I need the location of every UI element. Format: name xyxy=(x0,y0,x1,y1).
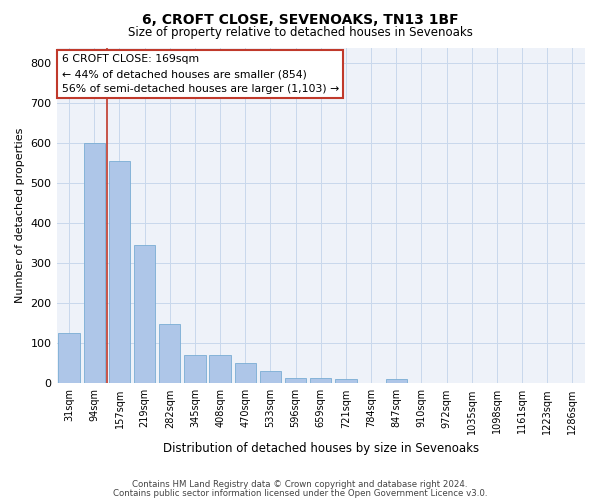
X-axis label: Distribution of detached houses by size in Sevenoaks: Distribution of detached houses by size … xyxy=(163,442,479,455)
Bar xyxy=(184,354,206,384)
Bar xyxy=(83,144,105,384)
Bar xyxy=(260,370,281,384)
Y-axis label: Number of detached properties: Number of detached properties xyxy=(15,128,25,303)
Bar xyxy=(285,378,307,384)
Bar xyxy=(134,246,155,384)
Bar xyxy=(235,364,256,384)
Text: Contains public sector information licensed under the Open Government Licence v3: Contains public sector information licen… xyxy=(113,489,487,498)
Bar xyxy=(386,380,407,384)
Bar xyxy=(335,380,356,384)
Bar xyxy=(209,354,231,384)
Text: 6, CROFT CLOSE, SEVENOAKS, TN13 1BF: 6, CROFT CLOSE, SEVENOAKS, TN13 1BF xyxy=(142,12,458,26)
Text: 6 CROFT CLOSE: 169sqm
← 44% of detached houses are smaller (854)
56% of semi-det: 6 CROFT CLOSE: 169sqm ← 44% of detached … xyxy=(62,54,339,94)
Text: Contains HM Land Registry data © Crown copyright and database right 2024.: Contains HM Land Registry data © Crown c… xyxy=(132,480,468,489)
Bar xyxy=(109,162,130,384)
Bar xyxy=(58,334,80,384)
Bar xyxy=(159,324,181,384)
Text: Size of property relative to detached houses in Sevenoaks: Size of property relative to detached ho… xyxy=(128,26,472,39)
Bar xyxy=(310,378,331,384)
